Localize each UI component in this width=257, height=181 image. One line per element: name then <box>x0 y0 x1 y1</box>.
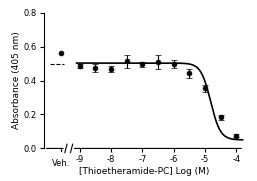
X-axis label: [Thioetheramide-PC] Log (M): [Thioetheramide-PC] Log (M) <box>79 167 209 176</box>
Y-axis label: Absorbance (405 nm): Absorbance (405 nm) <box>12 32 21 129</box>
Text: Veh.: Veh. <box>52 159 70 169</box>
